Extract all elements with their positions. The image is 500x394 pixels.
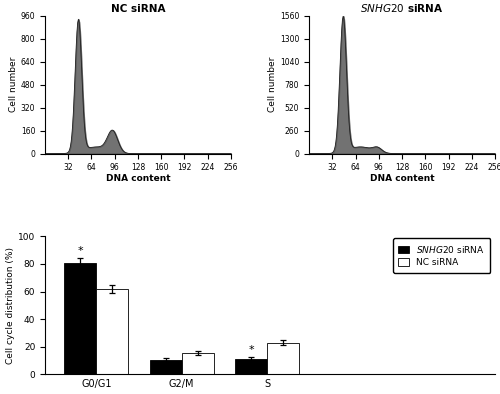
Bar bbox=[96, 289, 128, 374]
X-axis label: DNA content: DNA content bbox=[106, 174, 170, 183]
Y-axis label: Cell number: Cell number bbox=[268, 57, 277, 112]
Bar bbox=[267, 342, 299, 374]
Text: *: * bbox=[78, 246, 83, 256]
Bar bbox=[64, 263, 96, 374]
Y-axis label: Cell cycle distribution (%): Cell cycle distribution (%) bbox=[6, 247, 16, 364]
Title: $\mathit{SNHG20}$ siRNA: $\mathit{SNHG20}$ siRNA bbox=[360, 2, 444, 14]
Title: NC siRNA: NC siRNA bbox=[110, 4, 165, 14]
Bar bbox=[150, 360, 182, 374]
Bar bbox=[236, 359, 267, 374]
Text: *: * bbox=[248, 346, 254, 355]
Bar bbox=[182, 353, 214, 374]
Y-axis label: Cell number: Cell number bbox=[9, 57, 18, 112]
X-axis label: DNA content: DNA content bbox=[370, 174, 434, 183]
Legend: $\mathit{SNHG20}$ siRNA, NC siRNA: $\mathit{SNHG20}$ siRNA, NC siRNA bbox=[393, 238, 490, 273]
